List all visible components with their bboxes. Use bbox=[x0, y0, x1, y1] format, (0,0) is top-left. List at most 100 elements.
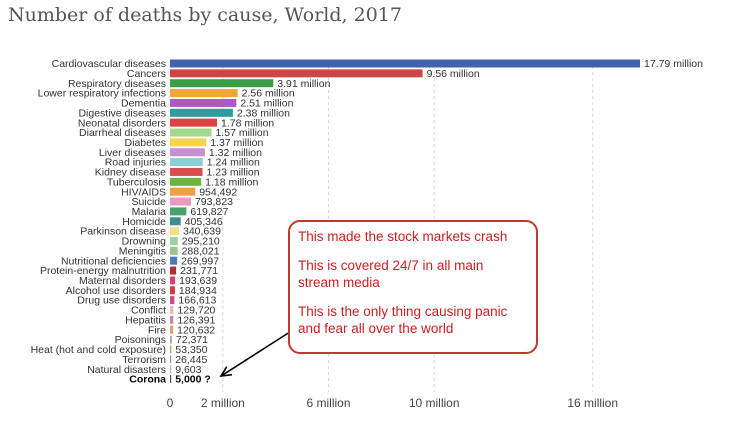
value-label: 53,350 bbox=[175, 344, 207, 356]
annotation-line: This made the stock markets crash bbox=[298, 229, 508, 244]
bar bbox=[170, 89, 238, 98]
bar bbox=[170, 315, 174, 324]
value-label: 166,613 bbox=[178, 295, 216, 307]
bar bbox=[170, 345, 172, 354]
value-label: 9.56 million bbox=[427, 68, 480, 80]
category-label: Protein-energy malnutrition bbox=[40, 265, 166, 277]
value-label: 1.18 million bbox=[205, 176, 258, 188]
x-tick-label: 6 million bbox=[307, 396, 351, 410]
category-label: Kidney disease bbox=[95, 167, 166, 179]
bar bbox=[170, 256, 178, 265]
bar bbox=[170, 158, 203, 167]
category-label: Liver diseases bbox=[99, 147, 166, 159]
value-label: 954,492 bbox=[199, 186, 237, 198]
bar bbox=[170, 138, 207, 147]
category-label: Lower respiratory infections bbox=[38, 88, 166, 100]
value-label: 17.79 million bbox=[644, 58, 703, 70]
category-label: Dementia bbox=[121, 98, 166, 110]
bar bbox=[170, 148, 205, 157]
bar bbox=[170, 69, 423, 78]
annotation-line: This is covered 24/7 in all main stream … bbox=[298, 258, 484, 290]
bar bbox=[170, 207, 187, 216]
category-label: Drowning bbox=[122, 236, 167, 248]
value-label: 231,771 bbox=[180, 265, 218, 277]
category-label: Meningitis bbox=[119, 245, 166, 257]
value-label: 619,827 bbox=[190, 206, 228, 218]
category-label: Malaria bbox=[132, 206, 167, 218]
category-label: Conflict bbox=[131, 305, 166, 317]
category-label: Natural disasters bbox=[87, 364, 166, 376]
value-label: 340,639 bbox=[183, 226, 221, 238]
value-label: 1.57 million bbox=[215, 127, 268, 139]
value-label: 120,632 bbox=[177, 324, 215, 336]
category-label: Digestive diseases bbox=[78, 107, 166, 119]
bar bbox=[170, 296, 175, 305]
bar bbox=[170, 167, 203, 176]
category-label: Heat (hot and cold exposure) bbox=[31, 344, 166, 356]
category-label: Terrorism bbox=[122, 354, 166, 366]
bar bbox=[170, 266, 177, 275]
chart-title: Number of deaths by cause, World, 2017 bbox=[8, 4, 402, 26]
arrow-line bbox=[220, 329, 294, 377]
category-label: Corona bbox=[129, 374, 166, 386]
value-label: 793,823 bbox=[195, 196, 233, 208]
annotation-arrow bbox=[219, 329, 294, 378]
bar bbox=[170, 217, 181, 226]
value-label: 1.32 million bbox=[209, 147, 262, 159]
category-label: Homicide bbox=[122, 216, 166, 228]
bars: Cardiovascular diseases 17.79 million Canc… bbox=[31, 58, 704, 386]
bar bbox=[170, 365, 172, 374]
bar bbox=[170, 286, 175, 295]
category-label: Diarrheal diseases bbox=[79, 127, 166, 139]
category-label: HIV/AIDS bbox=[121, 186, 166, 198]
arrow-head bbox=[219, 366, 233, 378]
category-label: Maternal disorders bbox=[79, 275, 166, 287]
value-label: 1.24 million bbox=[207, 157, 260, 169]
bar bbox=[170, 236, 178, 245]
bar bbox=[170, 335, 172, 344]
bar bbox=[170, 128, 212, 137]
bar bbox=[170, 306, 174, 314]
value-label: 72,371 bbox=[176, 334, 208, 346]
category-label: Fire bbox=[148, 324, 166, 336]
category-label: Cancers bbox=[127, 68, 166, 80]
value-label: 269,997 bbox=[181, 255, 219, 267]
category-label: Poisonings bbox=[115, 334, 166, 346]
value-label: 288,021 bbox=[182, 245, 220, 257]
value-label: 295,210 bbox=[182, 236, 220, 248]
category-label: Parkinson disease bbox=[80, 226, 166, 238]
annotation-box: This made the stock markets crash This i… bbox=[288, 220, 538, 354]
category-label: Respiratory diseases bbox=[68, 78, 166, 90]
category-label: Tuberculosis bbox=[107, 176, 166, 188]
bar bbox=[170, 79, 274, 88]
bar bbox=[170, 59, 640, 68]
value-label: 1.37 million bbox=[210, 137, 263, 149]
category-label: Neonatal disorders bbox=[78, 117, 166, 129]
bar bbox=[170, 355, 172, 364]
value-label: 405,346 bbox=[185, 216, 223, 228]
value-label: 184,934 bbox=[179, 285, 217, 297]
annotation-line: This is the only thing causing panic and… bbox=[298, 304, 508, 336]
value-label: 193,639 bbox=[179, 275, 217, 287]
bar bbox=[170, 325, 174, 334]
bar bbox=[170, 108, 233, 117]
category-label: Drug use disorders bbox=[77, 295, 166, 307]
bar bbox=[170, 177, 202, 186]
category-label: Nutritional deficiencies bbox=[61, 255, 166, 267]
value-label: 129,720 bbox=[177, 305, 215, 317]
category-label: Hepatitis bbox=[125, 314, 166, 326]
category-label: Suicide bbox=[132, 196, 167, 208]
value-label: 3.91 million bbox=[277, 78, 330, 90]
value-label: 126,391 bbox=[177, 314, 215, 326]
value-label: 1.23 million bbox=[206, 167, 259, 179]
category-label: Diabetes bbox=[125, 137, 166, 149]
x-axis-ticks: 0 2 million 6 million 10 million 16 million bbox=[167, 396, 618, 410]
x-tick-label: 10 million bbox=[409, 396, 460, 410]
bar bbox=[170, 375, 172, 384]
category-label: Alcohol use disorders bbox=[66, 285, 166, 297]
value-label: 9,603 bbox=[175, 364, 201, 376]
x-tick-label: 16 million bbox=[567, 396, 618, 410]
bar bbox=[170, 276, 176, 285]
value-label: 1.78 million bbox=[221, 117, 274, 129]
